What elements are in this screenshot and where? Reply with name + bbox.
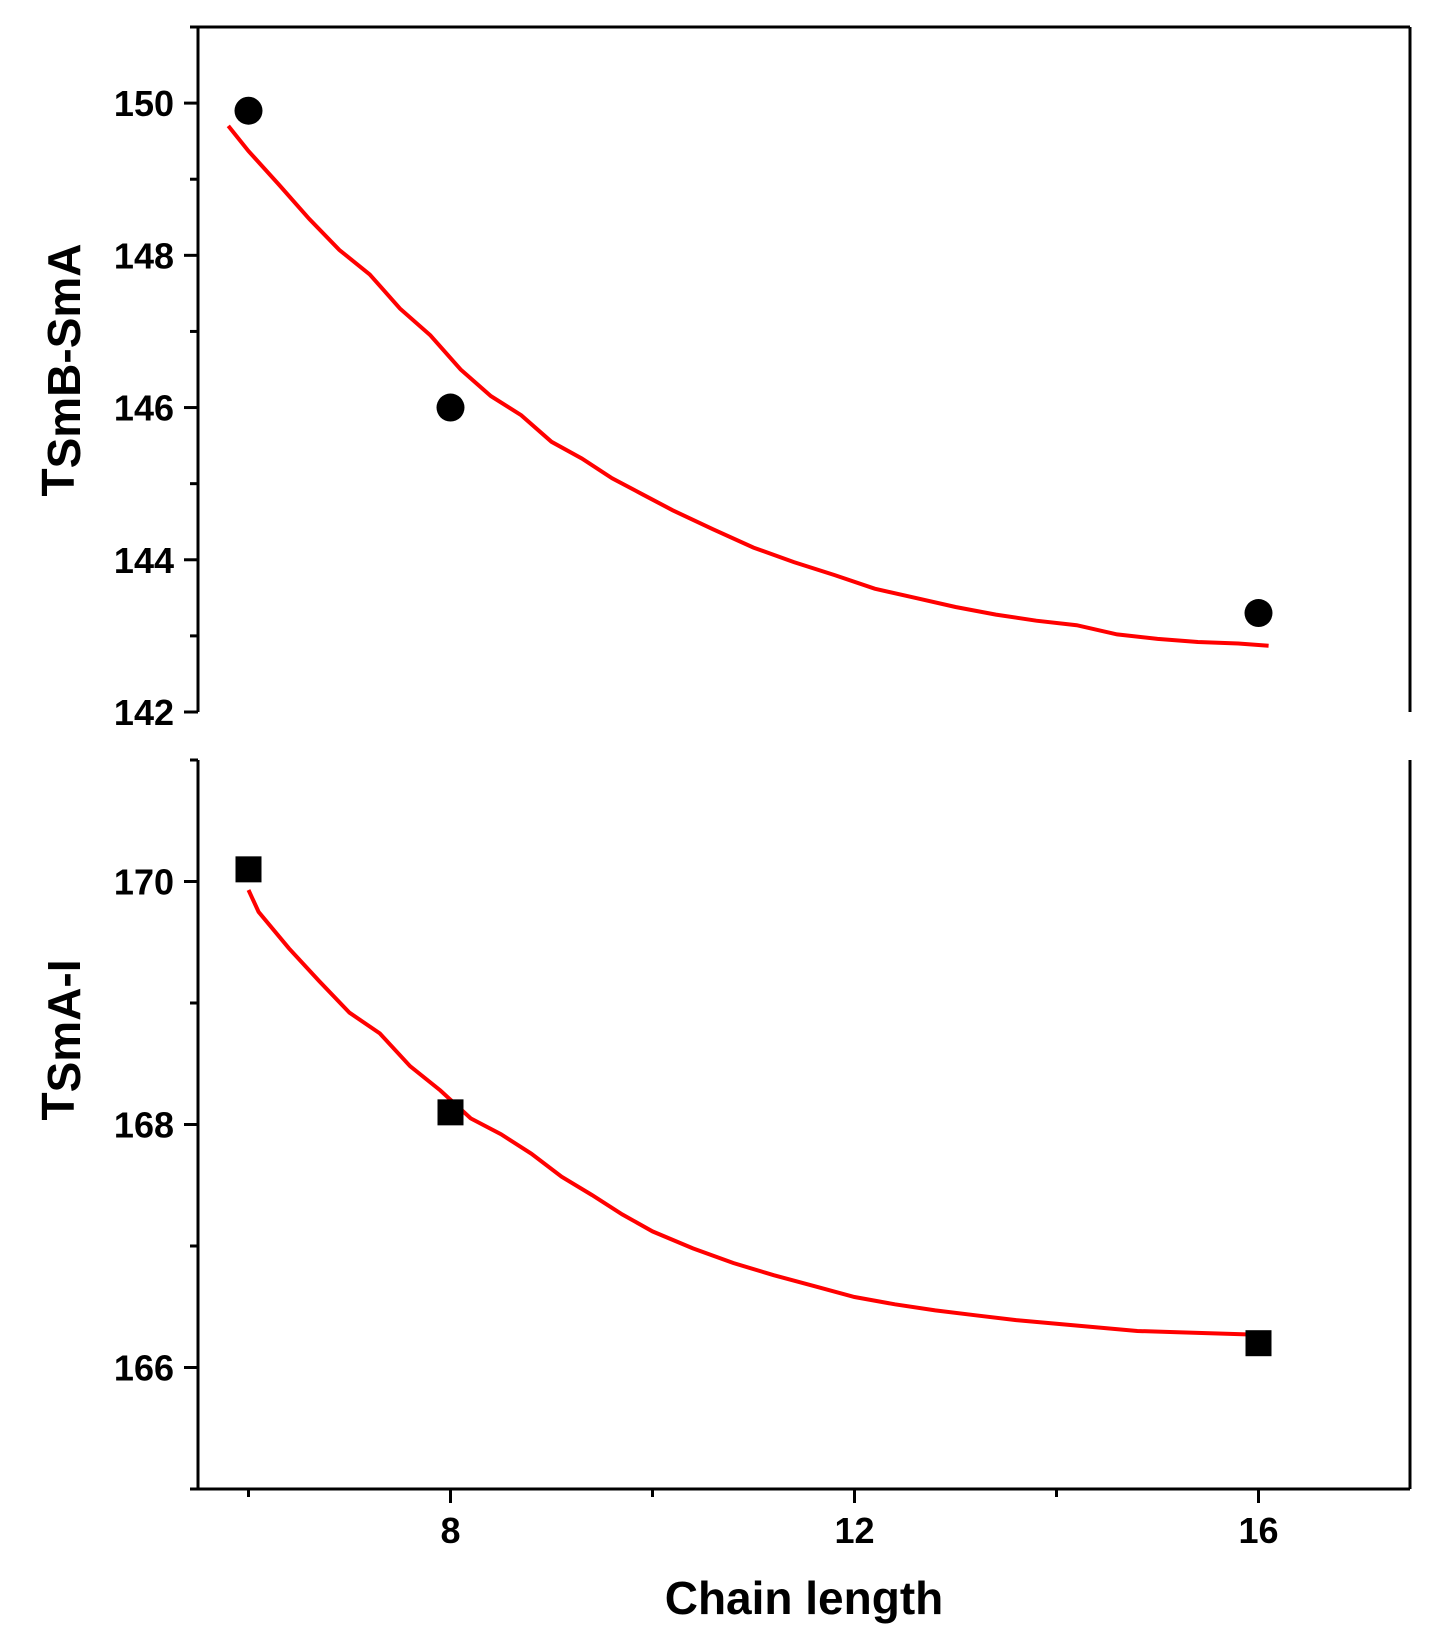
- y-tick-label-1-0: 166: [114, 1348, 174, 1389]
- bottom-y-tick-labels: 166 168 170: [114, 862, 174, 1389]
- x-tick-label-0: 8: [440, 1510, 460, 1551]
- x-tick-label-2: 16: [1238, 1510, 1278, 1551]
- bottom-data-points: [235, 856, 1272, 1357]
- x-tick-label-1: 12: [834, 1510, 874, 1551]
- y-tick-label-0-2: 146: [114, 388, 174, 429]
- data-point-square-2: [1245, 1330, 1272, 1357]
- bottom-y-axis-title-sub: SmA-I: [38, 959, 90, 1092]
- top-y-axis-title-sub: SmB-SmA: [38, 243, 90, 468]
- data-point-square-0: [235, 856, 262, 883]
- bottom-y-axis-title-main: T: [32, 1092, 84, 1120]
- top-fit-line: [226, 124, 1269, 648]
- x-ticks: [247, 1489, 1260, 1503]
- x-tick-labels: 8 12 16: [440, 1510, 1278, 1551]
- top-y-axis-title: TSmB-SmA: [32, 243, 90, 496]
- y-tick-label-0-1: 144: [114, 540, 174, 581]
- data-point-circle-1: [436, 393, 465, 422]
- y-tick-label-0-0: 142: [114, 692, 174, 733]
- top-y-ticks: [184, 25, 198, 714]
- bottom-fit-line: [246, 889, 1259, 1337]
- panel-top: 142 144 146 148 150 TSmB-SmA: [32, 25, 1412, 733]
- top-y-tick-labels: 142 144 146 148 150: [114, 83, 174, 733]
- panel-bottom: 166 168 170 8 12 16 TSmA-I Chain length: [32, 758, 1412, 1624]
- bottom-y-axis-title: TSmA-I: [32, 959, 90, 1120]
- y-tick-label-1-2: 170: [114, 862, 174, 903]
- y-tick-label-1-1: 168: [114, 1105, 174, 1146]
- top-y-axis-title-main: T: [32, 468, 84, 496]
- data-point-circle-2: [1244, 599, 1273, 628]
- top-data-points: [234, 96, 1273, 628]
- y-tick-label-0-3: 148: [114, 235, 174, 276]
- data-point-square-1: [437, 1099, 464, 1126]
- x-axis-title: Chain length: [665, 1572, 944, 1624]
- bottom-y-ticks: [184, 758, 198, 1491]
- data-point-circle-0: [234, 96, 263, 125]
- y-tick-label-0-4: 150: [114, 83, 174, 124]
